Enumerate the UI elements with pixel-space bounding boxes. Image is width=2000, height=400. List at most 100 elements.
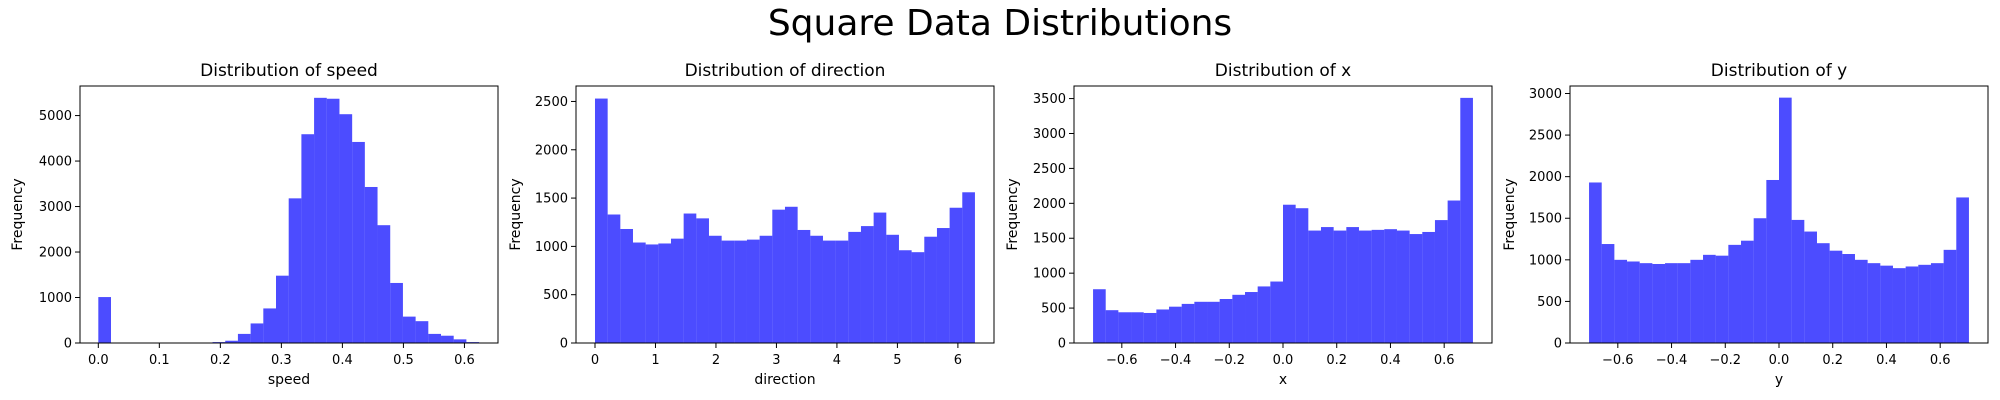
histogram-bar (1093, 289, 1106, 343)
histogram-bar (390, 282, 403, 343)
histogram-bar (1396, 230, 1410, 343)
subplot-title: Distribution of y (1711, 61, 1847, 81)
histogram-bar (237, 333, 251, 343)
x-axis-label: direction (754, 372, 815, 388)
histogram-bar (1829, 250, 1843, 343)
y-tick-label: 500 (1537, 295, 1562, 310)
histogram-bar (898, 250, 912, 343)
x-tick-label: 0.6 (454, 353, 475, 368)
histogram-bar (1156, 309, 1170, 343)
histogram-bar (1589, 182, 1602, 343)
x-tick-label: 1 (651, 353, 659, 368)
histogram-bar (1245, 292, 1258, 343)
x-tick-label: 0.1 (149, 353, 170, 368)
histogram-bar (428, 333, 441, 343)
y-tick-label: 1000 (1529, 253, 1562, 268)
figure-title: Square Data Distributions (768, 3, 1232, 44)
histogram-bar (1118, 312, 1132, 343)
histogram-bar (1804, 231, 1817, 343)
histogram-bar (352, 141, 365, 343)
subplot-title: Distribution of direction (685, 61, 886, 81)
y-tick-label: 2500 (1529, 129, 1562, 144)
x-tick-label: 0 (591, 353, 599, 368)
histogram-bar (746, 239, 760, 343)
x-tick-label: −0.4 (1160, 353, 1192, 368)
histogram-bar (1194, 301, 1208, 343)
histogram-bar (250, 323, 264, 343)
histogram-bar (1715, 255, 1729, 343)
x-tick-label: 0.6 (1930, 353, 1951, 368)
y-tick-label: 2000 (535, 143, 568, 158)
histogram-bar (1283, 204, 1296, 343)
histogram-bar (1627, 261, 1640, 343)
x-tick-label: 2 (712, 353, 720, 368)
y-tick-label: 1500 (535, 192, 568, 207)
histogram-bar (835, 240, 849, 343)
x-tick-label: −0.6 (1602, 353, 1634, 368)
subplot-4: −0.6 −0.4 −0.2 0.0 0.2 0.4 0.6 0 500 1000 1500 2000… (1502, 61, 1989, 388)
histogram-bar (314, 97, 327, 343)
y-axis-label: Frequency (1502, 178, 1518, 250)
histogram-bar (1232, 294, 1246, 343)
histogram-bar (1460, 97, 1473, 344)
histogram-bar (1409, 234, 1423, 343)
x-tick-label: 0.0 (88, 353, 109, 368)
histogram-bar (276, 275, 289, 343)
histogram-bar (415, 321, 429, 343)
x-tick-label: 0.6 (1434, 353, 1455, 368)
x-tick-label: 4 (833, 353, 841, 368)
histogram-bar (1346, 227, 1359, 343)
x-axis-label: x (1279, 372, 1287, 388)
histogram-bar (1892, 268, 1906, 343)
x-tick-label: 0.5 (393, 353, 414, 368)
y-tick-label: 1500 (1033, 232, 1066, 247)
histogram-bar (1614, 259, 1628, 343)
histogram-bar (377, 225, 391, 343)
histogram-bar (658, 243, 671, 343)
histogram-bar (886, 234, 899, 343)
histogram-bar (1665, 263, 1678, 343)
histogram-bar (225, 340, 238, 343)
y-axis-label: Frequency (508, 178, 524, 250)
histogram-bar (1434, 220, 1448, 343)
histogram-bar (1652, 263, 1666, 343)
axes-frame (575, 85, 995, 344)
x-tick-label: 6 (954, 353, 962, 368)
x-tick-label: 0.4 (332, 353, 353, 368)
histogram-bar (822, 240, 836, 343)
histogram-bar (1728, 244, 1742, 343)
x-tick-label: 3 (772, 353, 780, 368)
subplot-2: 0 1 2 3 4 5 6 0 500 1000 1500 2000 2500 Distribution … (508, 61, 995, 388)
x-tick-label: 0.2 (1822, 353, 1843, 368)
histogram-bar (1422, 231, 1435, 343)
histogram-bar (1741, 240, 1754, 343)
subplot-panels: 0.0 0.1 0.2 0.3 0.4 0.5 0.60100020003000400050… (10, 61, 1989, 388)
histogram-bar (962, 192, 975, 343)
x-axis-label: speed (268, 372, 310, 388)
histogram-bar (1918, 264, 1931, 343)
x-tick-label: −0.2 (1709, 353, 1741, 368)
histogram-bar (441, 335, 454, 343)
x-tick-label: 0.0 (1273, 353, 1294, 368)
histogram-bar (402, 316, 416, 343)
y-tick-label: 2500 (1033, 162, 1066, 177)
y-tick-label: 4000 (39, 155, 72, 170)
y-tick-label: 0 (560, 337, 568, 352)
histogram-bar (1358, 230, 1372, 343)
y-tick-label: 3000 (39, 200, 72, 215)
histogram-bar (620, 228, 633, 343)
histogram-bar (734, 240, 747, 343)
histogram-bar (1867, 263, 1881, 343)
histogram-bar (1930, 263, 1944, 343)
histogram-bar (797, 229, 811, 343)
histogram-bar (1105, 310, 1119, 343)
histogram-bar (924, 236, 937, 343)
y-axis-label: Frequency (1005, 178, 1021, 250)
y-tick-label: 5000 (39, 109, 72, 124)
histogram-bar (1601, 244, 1615, 343)
x-tick-label: −0.4 (1656, 353, 1688, 368)
histogram-bar (1295, 208, 1309, 343)
histogram-bar (1690, 259, 1704, 343)
x-tick-label: −0.6 (1106, 353, 1138, 368)
